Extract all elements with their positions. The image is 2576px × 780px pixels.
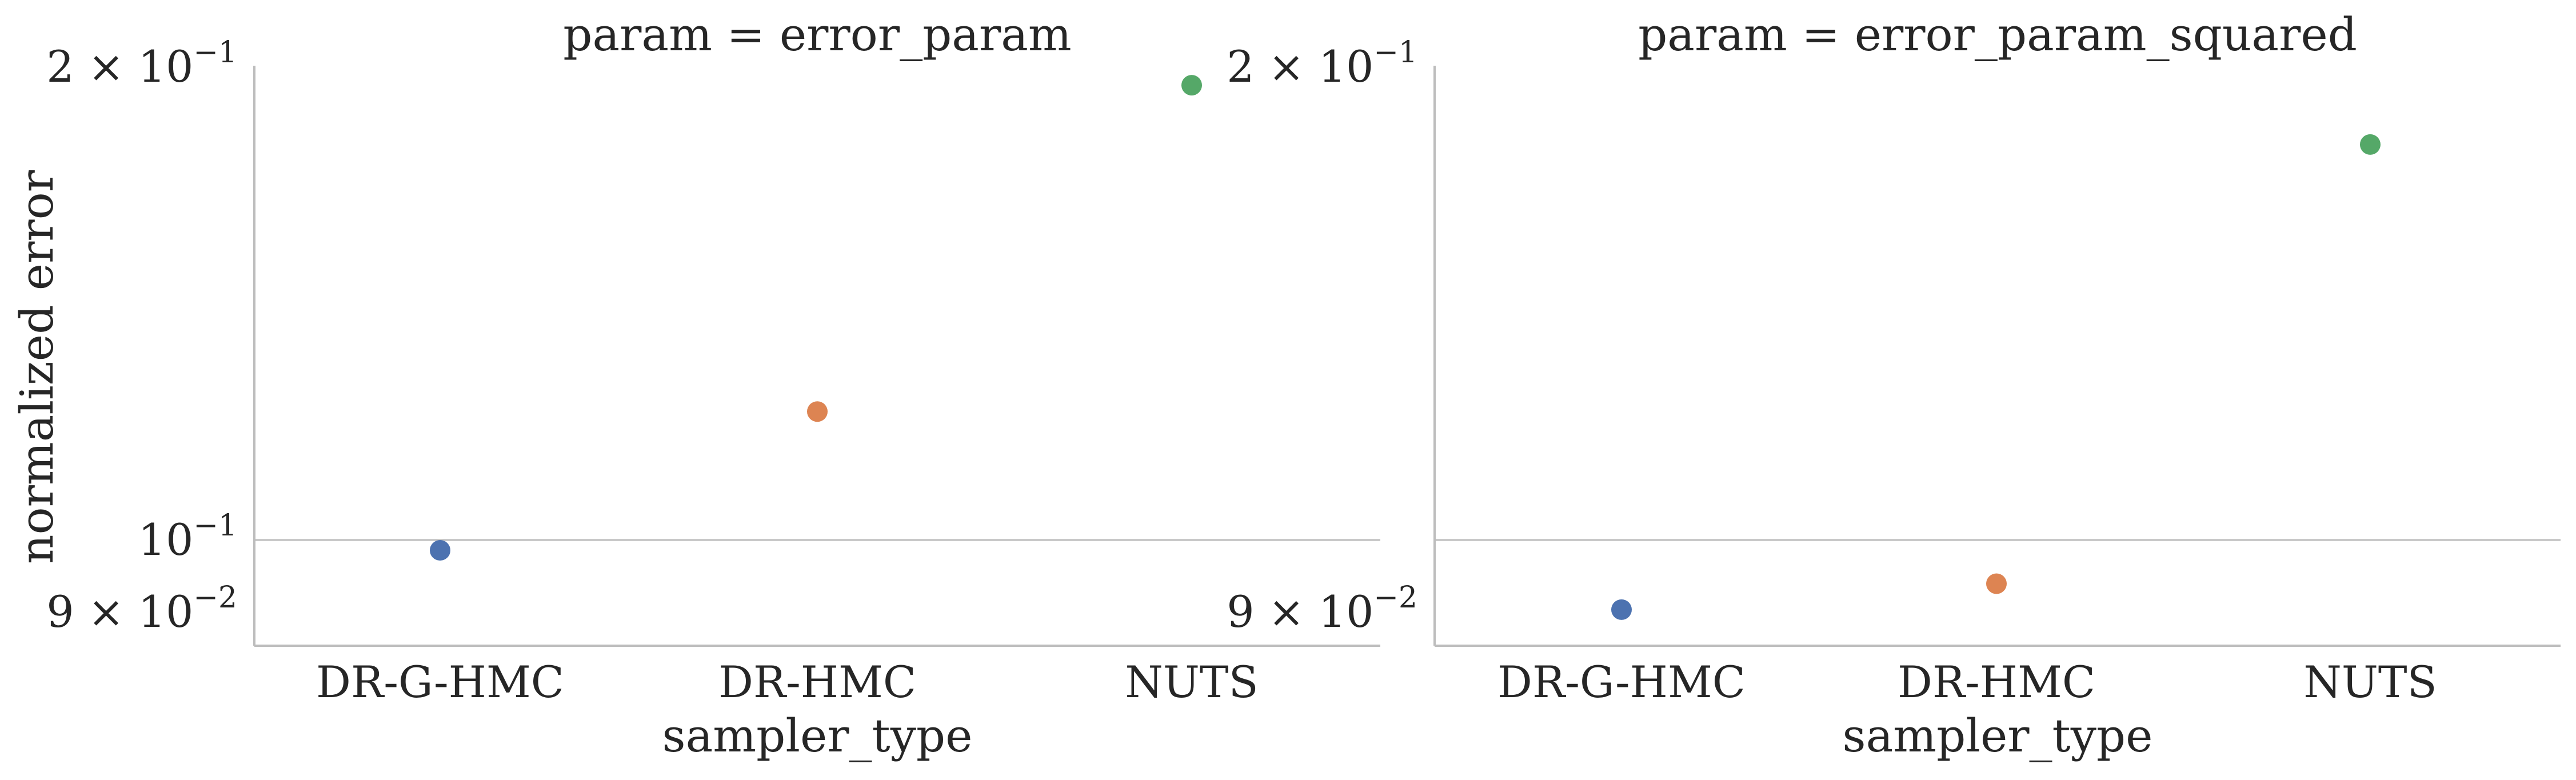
y-axis-label: normalized error — [10, 170, 63, 564]
y-tick-label: 9 × 10−2 — [46, 581, 237, 637]
data-point-nuts — [2360, 134, 2381, 155]
x-tick-label: NUTS — [1125, 657, 1258, 707]
data-point-nuts — [1181, 75, 1202, 96]
data-point-dr-g-hmc — [430, 540, 450, 561]
x-tick-label: NUTS — [2303, 657, 2437, 707]
x-tick-label: DR-HMC — [718, 657, 916, 707]
y-tick-label: 2 × 10−1 — [46, 35, 237, 92]
y-tick-label: 9 × 10−2 — [1227, 581, 1417, 637]
x-axis-label: sampler_type — [1843, 709, 2153, 762]
x-tick-label: DR-HMC — [1898, 657, 2095, 707]
x-tick-label: DR-G-HMC — [316, 657, 564, 707]
y-tick-label: 2 × 10−1 — [1227, 35, 1417, 92]
data-point-dr-g-hmc — [1611, 599, 1632, 620]
y-tick-label: 10−1 — [138, 509, 237, 565]
chart-panel-1: param = error_param 2 × 10−1 10−1 9 × 10−2 D… — [10, 8, 1380, 762]
panel-title: param = error_param_squared — [1638, 8, 2357, 61]
data-point-dr-hmc — [807, 401, 828, 422]
chart-panel-2: param = error_param_squared 2 × 10−1 9 × 1… — [1227, 8, 2561, 762]
panel-title: param = error_param — [563, 8, 1072, 61]
data-point-dr-hmc — [1986, 573, 2007, 594]
x-tick-label: DR-G-HMC — [1497, 657, 1746, 707]
x-axis-label: sampler_type — [662, 709, 973, 762]
